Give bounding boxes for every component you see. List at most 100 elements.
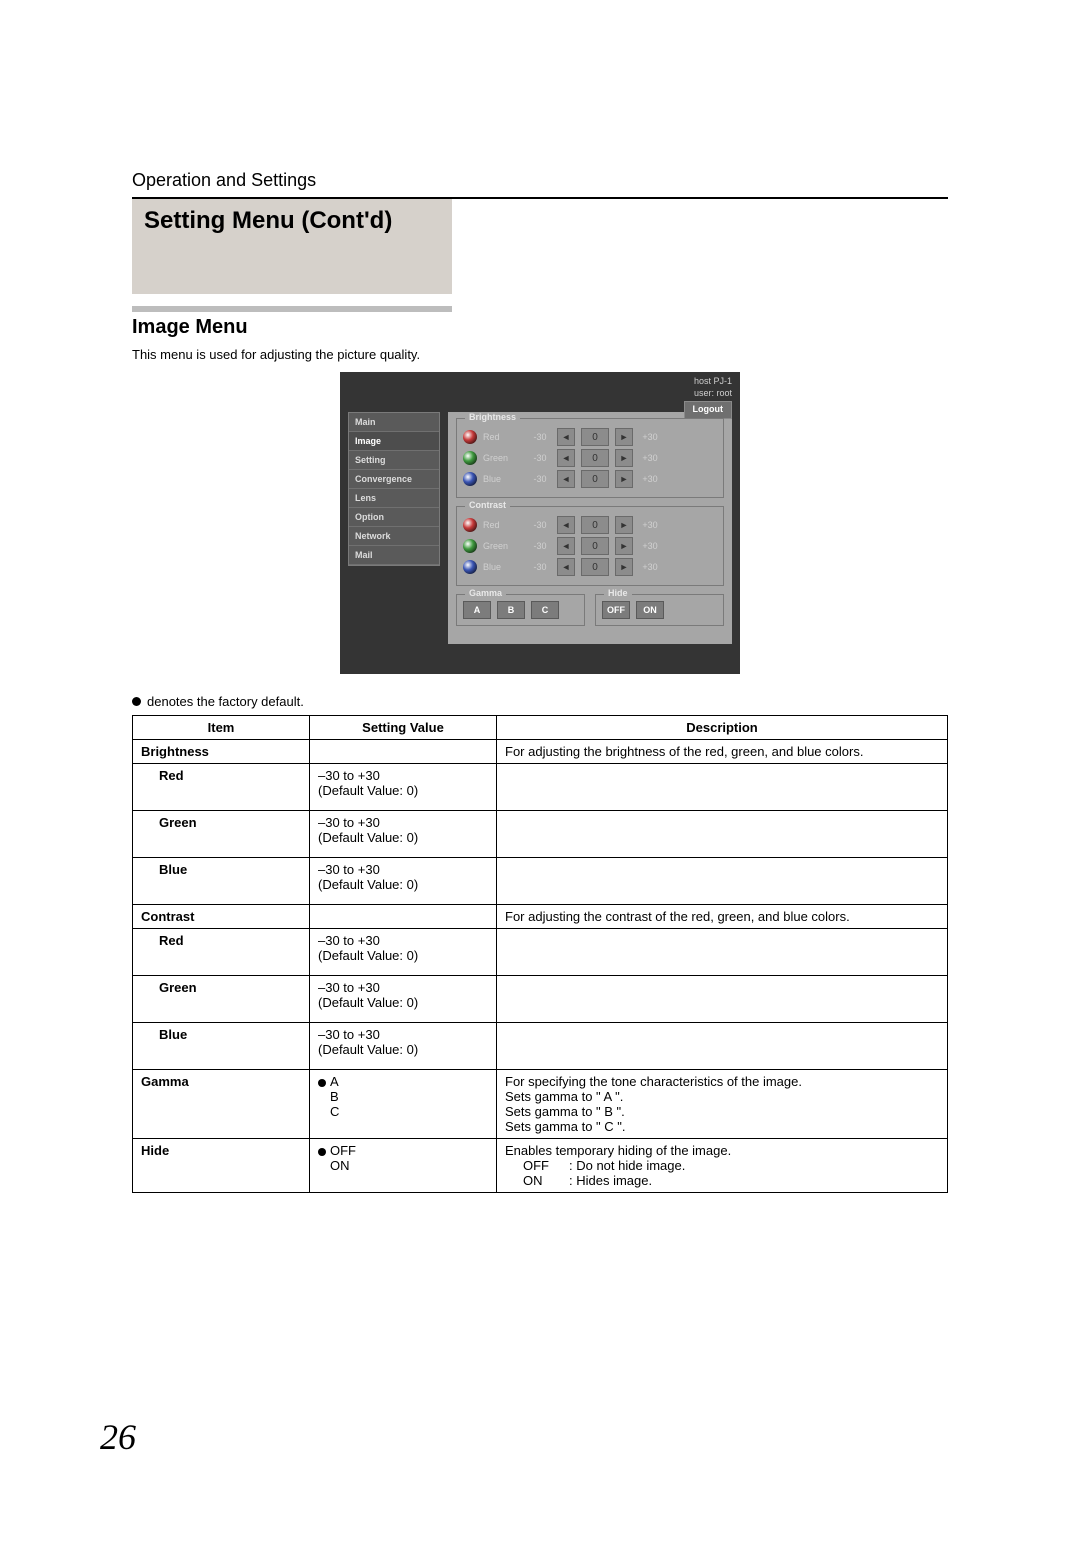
main-panel: BrightnessRed-30◄0►+30Green-30◄0►+30Blue… <box>448 412 732 644</box>
range-max: +30 <box>639 541 661 551</box>
manual-page: Operation and Settings Setting Menu (Con… <box>0 0 1080 1548</box>
item-head: Contrast <box>141 909 194 924</box>
setting-value: –30 to +30(Default Value: 0) <box>318 933 488 963</box>
sub-item: Green <box>141 980 301 995</box>
hide-option-button[interactable]: ON <box>636 601 664 619</box>
color-dot-icon <box>463 451 477 465</box>
side-menu-item[interactable]: Option <box>349 508 439 527</box>
color-control-row: Blue-30◄0►+30 <box>463 558 717 576</box>
side-menu-item[interactable]: Network <box>349 527 439 546</box>
footnote: denotes the factory default. <box>132 694 948 709</box>
hide-option-button[interactable]: OFF <box>602 601 630 619</box>
setting-value: –30 to +30(Default Value: 0) <box>318 1027 488 1057</box>
range-min: -30 <box>529 432 551 442</box>
color-control-row: Green-30◄0►+30 <box>463 537 717 555</box>
footnote-text: denotes the factory default. <box>147 694 304 709</box>
th-desc: Description <box>497 716 948 740</box>
gamma-legend: Gamma <box>465 588 506 598</box>
color-label: Green <box>483 541 523 551</box>
setting-value: –30 to +30(Default Value: 0) <box>318 768 488 798</box>
spec-table: Item Setting Value Description Brightnes… <box>132 715 948 1193</box>
side-menu-item[interactable]: Setting <box>349 451 439 470</box>
running-header: Operation and Settings <box>132 170 948 191</box>
range-max: +30 <box>639 453 661 463</box>
increment-button[interactable]: ► <box>615 428 633 446</box>
setting-value: –30 to +30(Default Value: 0) <box>318 862 488 892</box>
color-dot-icon <box>463 430 477 444</box>
sub-item: Red <box>141 768 301 783</box>
option-value: OFF <box>318 1143 488 1158</box>
control-fieldset: ContrastRed-30◄0►+30Green-30◄0►+30Blue-3… <box>456 506 724 586</box>
side-menu: MainImageSettingConvergenceLensOptionNet… <box>348 412 440 566</box>
decrement-button[interactable]: ◄ <box>557 470 575 488</box>
item-head: Hide <box>141 1143 169 1158</box>
gamma-fieldset: Gamma ABC <box>456 594 585 626</box>
section-heading: Image Menu <box>132 316 948 339</box>
default-bullet-icon <box>132 697 141 706</box>
color-dot-icon <box>463 560 477 574</box>
side-menu-item[interactable]: Mail <box>349 546 439 565</box>
value-display: 0 <box>581 449 609 467</box>
color-dot-icon <box>463 539 477 553</box>
gamma-option-button[interactable]: A <box>463 601 491 619</box>
decrement-button[interactable]: ◄ <box>557 537 575 555</box>
color-control-row: Blue-30◄0►+30 <box>463 470 717 488</box>
color-label: Blue <box>483 474 523 484</box>
side-menu-item[interactable]: Main <box>349 413 439 432</box>
logout-button[interactable]: Logout <box>684 401 733 419</box>
range-min: -30 <box>529 520 551 530</box>
screenshot-body: MainImageSettingConvergenceLensOptionNet… <box>340 412 740 674</box>
decrement-button[interactable]: ◄ <box>557 449 575 467</box>
increment-button[interactable]: ► <box>615 558 633 576</box>
decrement-button[interactable]: ◄ <box>557 558 575 576</box>
th-item: Item <box>133 716 310 740</box>
desc-line: Sets gamma to " C ". <box>505 1119 939 1134</box>
color-label: Blue <box>483 562 523 572</box>
side-menu-item[interactable]: Convergence <box>349 470 439 489</box>
option-value: A <box>318 1074 488 1089</box>
color-control-row: Green-30◄0►+30 <box>463 449 717 467</box>
color-label: Red <box>483 520 523 530</box>
value-display: 0 <box>581 516 609 534</box>
setting-value: –30 to +30(Default Value: 0) <box>318 815 488 845</box>
color-dot-icon <box>463 472 477 486</box>
sub-item: Red <box>141 933 301 948</box>
accent-bar <box>132 306 452 312</box>
page-title: Setting Menu (Cont'd) <box>144 207 392 235</box>
desc-pair: ON: Hides image. <box>505 1173 939 1188</box>
gamma-option-button[interactable]: B <box>497 601 525 619</box>
decrement-button[interactable]: ◄ <box>557 428 575 446</box>
screenshot-header: host PJ-1 user: root Logout <box>684 376 733 419</box>
increment-button[interactable]: ► <box>615 470 633 488</box>
color-label: Red <box>483 432 523 442</box>
user-line: user: root <box>684 388 733 400</box>
section-intro: This menu is used for adjusting the pict… <box>132 347 948 362</box>
increment-button[interactable]: ► <box>615 516 633 534</box>
color-dot-icon <box>463 518 477 532</box>
gamma-option-button[interactable]: C <box>531 601 559 619</box>
screenshot-wrapper: host PJ-1 user: root Logout MainImageSet… <box>132 372 948 674</box>
side-menu-item[interactable]: Lens <box>349 489 439 508</box>
default-bullet-icon <box>318 1079 326 1087</box>
sub-item: Green <box>141 815 301 830</box>
value-display: 0 <box>581 470 609 488</box>
option-value: ON <box>318 1158 488 1173</box>
range-max: +30 <box>639 520 661 530</box>
desc-line: Sets gamma to " B ". <box>505 1104 939 1119</box>
range-min: -30 <box>529 541 551 551</box>
decrement-button[interactable]: ◄ <box>557 516 575 534</box>
page-number: 26 <box>100 1416 136 1458</box>
desc-pair: OFF: Do not hide image. <box>505 1158 939 1173</box>
value-display: 0 <box>581 428 609 446</box>
increment-button[interactable]: ► <box>615 537 633 555</box>
side-menu-item[interactable]: Image <box>349 432 439 451</box>
range-max: +30 <box>639 474 661 484</box>
th-setting: Setting Value <box>310 716 497 740</box>
increment-button[interactable]: ► <box>615 449 633 467</box>
desc-line: Enables temporary hiding of the image. <box>505 1143 939 1158</box>
item-head: Brightness <box>141 744 209 759</box>
desc-line: Sets gamma to " A ". <box>505 1089 939 1104</box>
setting-value: –30 to +30(Default Value: 0) <box>318 980 488 1010</box>
host-line: host PJ-1 <box>684 376 733 388</box>
desc-line: For specifying the tone characteristics … <box>505 1074 939 1089</box>
